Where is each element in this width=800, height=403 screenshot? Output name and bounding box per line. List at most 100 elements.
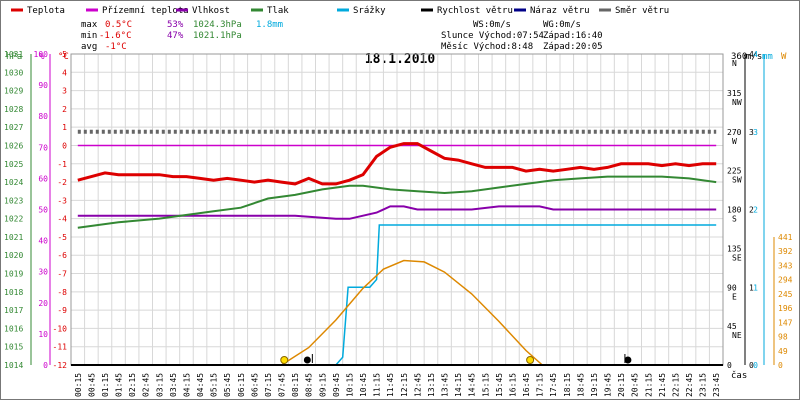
x-tick-label: 19:45 (604, 373, 613, 397)
w-tick-label: 196 (778, 304, 793, 313)
dir-compass-label: W (732, 137, 737, 146)
x-tick-label: 12:45 (413, 373, 422, 397)
temp-tick-label: 0 (62, 141, 67, 150)
markers (280, 354, 632, 364)
dir-compass-label: S (732, 215, 737, 224)
x-tick-label: 05:15 (210, 373, 219, 397)
hpa-tick-label: 1020 (4, 251, 23, 260)
solar-radiation-line (281, 259, 543, 366)
x-tick-label: 09:15 (318, 373, 327, 397)
temp-tick-label: -1 (57, 160, 67, 169)
x-tick-label: 15:45 (495, 373, 504, 397)
dir-tick-label: 270 (727, 128, 742, 137)
x-tick-label: 05:45 (223, 373, 232, 397)
w-tick-label: 49 (778, 347, 788, 356)
stat-wind-gust: WG:0m/s (543, 20, 581, 30)
x-tick-label: 01:45 (115, 373, 124, 397)
unit-hpa: hPa (6, 52, 22, 62)
legend-label-teplota: Teplota (27, 6, 65, 16)
x-tick-label: 15:15 (481, 373, 490, 397)
w-tick-label: 0 (778, 361, 783, 370)
mm-tick-label: 2 (753, 206, 758, 215)
hpa-tick-label: 1029 (4, 87, 23, 96)
stat-max-label: max (81, 20, 98, 30)
x-tick-label: 03:45 (169, 373, 178, 397)
w-tick-label: 294 (778, 276, 793, 285)
x-tick-label: 21:45 (658, 373, 667, 397)
pct-tick-label: 10 (38, 330, 48, 339)
x-tick-label: 21:15 (644, 373, 653, 397)
sunset-marker (526, 356, 535, 364)
temp-tick-label: 3 (62, 87, 67, 96)
temp-tick-label: -5 (57, 233, 67, 242)
stat-wind-speed: WS:0m/s (473, 20, 511, 30)
temp-tick-label: -10 (53, 324, 68, 333)
pct-tick-label: 20 (38, 299, 48, 308)
legend-label-srazky: Srážky (353, 6, 386, 16)
x-tick-label: 20:15 (617, 373, 626, 397)
mm-tick-label: 3 (753, 128, 758, 137)
stat-min-label: min (81, 31, 97, 41)
x-tick-label: 13:15 (427, 373, 436, 397)
hpa-tick-label: 1023 (4, 196, 23, 205)
x-tick-label: 23:45 (712, 373, 721, 397)
x-tick-label: 08:45 (305, 373, 314, 397)
dir-compass-label: NE (732, 331, 742, 340)
x-tick-label: 00:15 (74, 373, 83, 397)
hpa-tick-label: 1030 (4, 68, 23, 77)
temp-tick-label: -3 (57, 196, 67, 205)
x-tick-label: 18:45 (576, 373, 585, 397)
ms-tick-label: 0 (749, 361, 754, 370)
w-tick-label: 392 (778, 247, 793, 256)
dir-tick-label: 45 (727, 322, 737, 331)
temp-tick-label: -7 (57, 270, 67, 279)
unit-mm: mm (762, 52, 773, 62)
dir-tick-label: 180 (727, 206, 742, 215)
hpa-tick-label: 1019 (4, 270, 23, 279)
ms-tick-label: 2 (749, 206, 754, 215)
unit-temp: °C (58, 52, 69, 62)
w-tick-label: 441 (778, 233, 793, 242)
x-tick-label: 22:45 (685, 373, 694, 397)
x-tick-label: 04:15 (182, 373, 191, 397)
x-tick-label: 02:15 (128, 373, 137, 397)
pct-tick-label: 100 (34, 50, 49, 59)
x-tick-label: 11:45 (386, 373, 395, 397)
x-tick-label: 17:45 (549, 373, 558, 397)
pct-tick-label: 40 (38, 237, 48, 246)
pressure-line (77, 175, 717, 229)
legend-label-prizemni-teplota: Přízemní teplota (102, 6, 189, 16)
stat-sun-set: Západ:16:40 (543, 31, 603, 41)
stat-max-hum: 53% (167, 20, 184, 30)
x-tick-label: 06:15 (237, 373, 246, 397)
x-tick-label: 16:15 (508, 373, 517, 397)
dir-tick-label: 315 (727, 89, 742, 98)
humidity-line (77, 205, 717, 220)
hpa-tick-label: 1027 (4, 123, 23, 132)
temp-tick-label: 2 (62, 105, 67, 114)
stat-min-hum: 47% (167, 31, 184, 41)
series (71, 129, 723, 366)
temp-tick-label: -11 (53, 343, 68, 352)
sunrise-marker (280, 356, 289, 364)
temp-tick-label: -8 (57, 288, 67, 297)
mm-tick-label: 1 (753, 283, 758, 292)
ms-tick-label: 1 (749, 283, 754, 292)
x-tick-label: 17:15 (536, 373, 545, 397)
stats: max 0.5°C 53% 1024.3hPa 1.8mm min -1.6°C… (81, 20, 603, 52)
hpa-tick-label: 1016 (4, 324, 23, 333)
dir-tick-label: 225 (727, 167, 742, 176)
moonset-marker (624, 356, 632, 364)
axes: 1031103010291028102710261025102410231022… (4, 50, 793, 397)
pct-tick-label: 50 (38, 206, 48, 215)
hpa-tick-label: 1022 (4, 215, 23, 224)
stat-min-temp: -1.6°C (99, 31, 132, 41)
x-tick-label: 14:45 (468, 373, 477, 397)
stat-moon-rise: Měsíc Východ:8:48 (441, 42, 533, 52)
x-tick-label: 04:45 (196, 373, 205, 397)
mm-tick-label: 0 (753, 361, 758, 370)
pct-tick-label: 60 (38, 174, 48, 183)
x-tick-label: 10:15 (345, 373, 354, 397)
temp-tick-label: -2 (57, 178, 67, 187)
